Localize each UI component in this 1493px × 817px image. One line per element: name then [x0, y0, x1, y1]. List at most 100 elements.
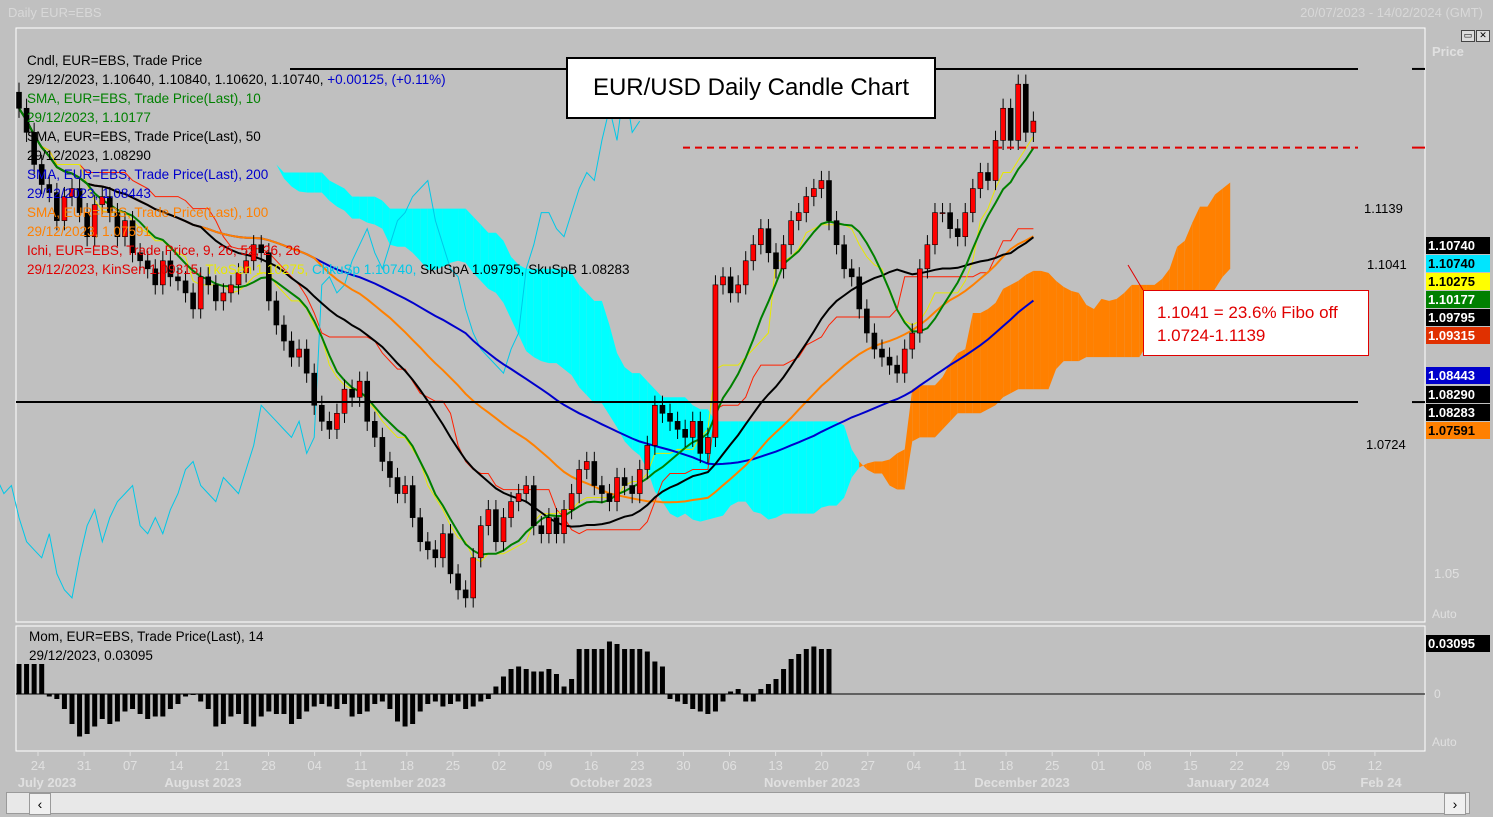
horizontal-scrollbar[interactable] — [6, 792, 1470, 814]
momentum-bar — [54, 694, 60, 699]
ichimoku-cloud-segment — [1124, 284, 1132, 358]
candle-body — [387, 461, 393, 478]
momentum-bar — [311, 694, 317, 707]
momentum-bar — [145, 694, 151, 719]
candle-body — [614, 477, 620, 502]
mom-zero-label: 0 — [1434, 687, 1441, 701]
x-tick-label: 25 — [1045, 758, 1059, 773]
momentum-bar — [606, 641, 612, 694]
scroll-right-icon[interactable]: › — [1444, 793, 1466, 815]
hline-label-1-1139: 1.1139 — [1364, 201, 1403, 216]
restore-icon[interactable]: ▭ — [1461, 30, 1475, 42]
candle-body — [69, 188, 75, 197]
candle-body — [508, 501, 514, 518]
candle-body — [160, 260, 166, 286]
ichimoku-cloud-segment — [1101, 298, 1110, 358]
ichimoku-cloud-segment — [503, 240, 512, 319]
candle-body — [818, 180, 825, 189]
momentum-bar — [758, 689, 764, 694]
ichimoku-cloud-segment — [798, 421, 807, 514]
candle-body — [871, 332, 878, 350]
ichimoku-cloud-segment — [420, 208, 428, 270]
momentum-bar — [410, 694, 416, 724]
candle-body — [523, 485, 529, 494]
ichimoku-cloud-segment — [458, 208, 466, 263]
candle-body — [462, 589, 469, 599]
candle-body — [228, 284, 234, 294]
ichimoku-cloud-segment — [480, 224, 489, 289]
ichimoku-cloud-segment — [768, 421, 776, 520]
momentum-pane — [15, 625, 1426, 752]
candle-body — [667, 412, 673, 422]
candle-body — [46, 184, 53, 193]
momentum-bar — [251, 694, 257, 727]
ichimoku-cloud-segment — [329, 180, 337, 207]
candle-body — [712, 284, 719, 438]
momentum-bar — [675, 694, 681, 702]
auto-scale-label[interactable]: Auto — [1432, 607, 1457, 621]
close-icon[interactable]: ✕ — [1476, 30, 1490, 42]
candle-body — [54, 192, 60, 221]
candle-body — [447, 533, 454, 575]
ichimoku-cloud-segment — [889, 453, 898, 490]
candle-body — [924, 244, 931, 270]
candle-body — [311, 372, 318, 406]
candle-body — [213, 284, 219, 302]
ichimoku-cloud-segment — [238, 146, 247, 151]
ichimoku-cloud-segment — [465, 208, 474, 273]
legend-line-4: SMA, EUR=EBS, Trade Price(Last), 50 — [27, 129, 261, 144]
momentum-bar — [31, 664, 37, 694]
ichimoku-cloud-segment — [283, 172, 292, 187]
candle-body — [864, 308, 870, 334]
ichimoku-cloud-segment — [1086, 304, 1094, 358]
candle-body — [432, 549, 439, 559]
candle-body — [674, 421, 681, 430]
momentum-bar — [258, 694, 264, 717]
candle-body — [281, 324, 287, 342]
candle-body — [553, 517, 560, 535]
ichimoku-cloud-segment — [564, 268, 572, 376]
momentum-bar — [61, 694, 67, 709]
ichimoku-cloud-segment — [776, 421, 784, 518]
ichimoku-cloud-segment — [1131, 284, 1140, 358]
candle-body — [182, 280, 189, 294]
ichimoku-cloud-segment — [874, 461, 882, 474]
candle-body — [735, 284, 741, 294]
momentum-bar — [561, 686, 567, 694]
momentum-bar — [205, 694, 211, 709]
ichimoku-cloud-segment — [511, 256, 519, 336]
ichimoku-cloud-segment — [745, 421, 754, 512]
ichimoku-cloud-segment — [972, 312, 981, 414]
momentum-bar — [576, 649, 582, 694]
momentum-bar — [387, 694, 393, 709]
momentum-bar — [781, 669, 787, 694]
momentum-bar — [167, 694, 173, 709]
candle-body — [697, 421, 704, 454]
candle-body — [440, 533, 446, 559]
ichimoku-cloud-segment — [314, 172, 322, 193]
momentum-bar — [213, 694, 219, 727]
ichimoku-cloud-segment — [533, 268, 542, 362]
candle-body — [705, 437, 711, 454]
ichimoku-cloud-segment — [1033, 270, 1041, 390]
legend-line-2: SMA, EUR=EBS, Trade Price(Last), 10 — [27, 91, 261, 106]
candle-body — [84, 212, 90, 238]
candle-body — [379, 437, 386, 462]
x-tick-label: 04 — [907, 758, 921, 773]
candle-body — [288, 340, 295, 358]
ichimoku-cloud-segment — [632, 373, 640, 456]
mom-auto-scale-label[interactable]: Auto — [1432, 735, 1457, 749]
x-tick-label: 11 — [953, 758, 967, 773]
candle-body — [879, 348, 885, 358]
momentum-bar — [447, 694, 453, 704]
candle-body — [992, 140, 999, 181]
candle-body — [689, 421, 696, 438]
ichimoku-cloud-segment — [715, 421, 724, 518]
scroll-left-icon[interactable]: ‹ — [29, 793, 51, 815]
candle-body — [129, 220, 136, 254]
ichimoku-cloud-segment — [359, 196, 368, 223]
ichimoku-cloud-segment — [844, 425, 852, 498]
candle-body — [970, 188, 976, 213]
candle-body — [561, 509, 567, 535]
